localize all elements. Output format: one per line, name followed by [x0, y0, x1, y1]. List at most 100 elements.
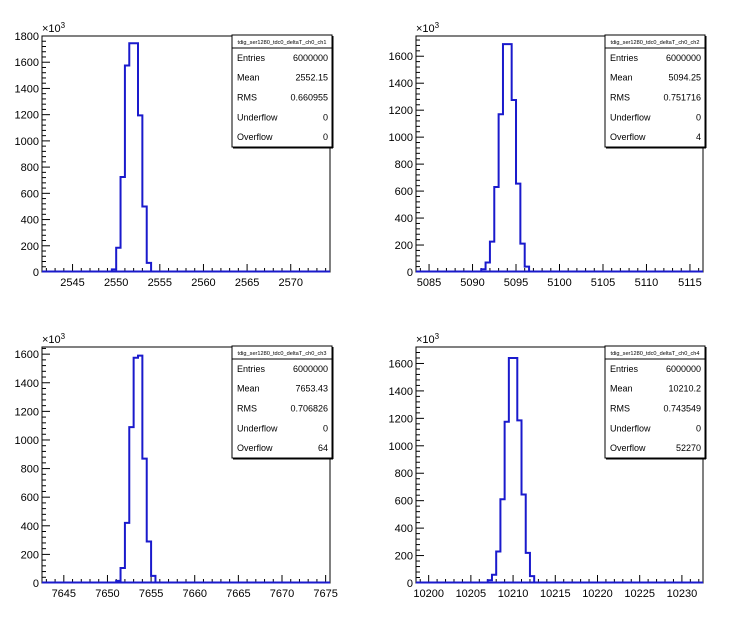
histogram-bin	[134, 358, 138, 583]
y-tick-label: 1200	[15, 110, 39, 122]
stats-label: Overflow	[610, 443, 646, 453]
y-tick-label: 0	[407, 578, 413, 590]
histogram-bin	[500, 499, 504, 583]
stats-box-frame	[231, 34, 333, 148]
x-tick-label: 2565	[235, 277, 259, 289]
stats-value: 0.751716	[663, 93, 701, 103]
y-tick-label: 600	[21, 188, 39, 200]
y-tick-label: 1400	[389, 386, 413, 398]
y-tick-label: 1000	[15, 435, 39, 447]
y-tick-label: 600	[395, 186, 413, 198]
stats-label: Underflow	[237, 423, 278, 433]
x-tick-label: 2545	[60, 277, 84, 289]
histogram-bin	[121, 177, 125, 272]
histogram-bin	[125, 66, 129, 273]
histogram-bin	[509, 358, 513, 583]
y-tick-label: 1600	[15, 57, 39, 69]
histogram-bin	[116, 248, 120, 272]
x-tick-label: 10225	[624, 588, 655, 600]
x-tick-label: 5100	[547, 277, 571, 289]
x-tick-label: 10230	[667, 588, 698, 600]
stats-value: 0	[323, 132, 328, 142]
x-tick-label: 10220	[582, 588, 613, 600]
stats-value: 5094.25	[668, 73, 701, 83]
y-tick-label: 1800	[15, 31, 39, 43]
stats-value: 0	[696, 423, 701, 433]
stats-label: RMS	[237, 93, 257, 103]
stats-label: Entries	[610, 364, 639, 374]
x-tick-label: 10205	[456, 588, 487, 600]
stats-value: 7653.43	[295, 384, 328, 394]
stats-value: 6000000	[293, 364, 328, 374]
stats-title: tdig_ser1280_tdc0_deltaT_ch0_ch3	[238, 351, 327, 357]
histogram-bin	[129, 427, 133, 583]
x-tick-label: 7665	[226, 588, 250, 600]
histogram-bin	[486, 263, 490, 272]
histogram-bin	[121, 568, 125, 583]
stats-value: 0	[323, 112, 328, 122]
stats-value: 2552.15	[295, 73, 328, 83]
stats-title: tdig_ser1280_tdc0_deltaT_ch0_ch4	[611, 351, 700, 357]
y-tick-label: 400	[395, 213, 413, 225]
y-exponent-label: ×103	[42, 21, 66, 35]
y-exponent-label: ×103	[416, 21, 440, 35]
histogram-line	[480, 43, 531, 272]
y-tick-label: 800	[395, 468, 413, 480]
stats-label: Mean	[610, 73, 633, 83]
y-tick-label: 1600	[389, 358, 413, 370]
x-tick-label: 7650	[95, 588, 119, 600]
stats-label: Mean	[237, 384, 260, 394]
stats-label: Overflow	[237, 443, 273, 453]
y-tick-label: 600	[21, 492, 39, 504]
y-tick-label: 1400	[389, 78, 413, 90]
stats-value: 6000000	[666, 364, 701, 374]
y-tick-label: 800	[21, 464, 39, 476]
x-tick-label: 5105	[591, 277, 615, 289]
histogram-pad-3: 7645 7650 7655 7660 7665 7670 7675 0 200 400 600 80…	[15, 332, 338, 600]
x-tick-label: 10210	[498, 588, 529, 600]
histogram-bin	[499, 114, 503, 272]
histogram-bin	[147, 263, 151, 272]
histogram-line	[110, 42, 153, 272]
y-tick-label: 1200	[389, 413, 413, 425]
histogram-bin	[134, 43, 138, 272]
y-tick-label: 1000	[389, 441, 413, 453]
histogram-bin	[138, 356, 142, 583]
y-tick-label: 600	[395, 496, 413, 508]
y-exponent-label: ×103	[42, 332, 66, 346]
stats-value: 0.706826	[290, 404, 328, 414]
stats-title: tdig_ser1280_tdc0_deltaT_ch0_ch1	[238, 40, 327, 46]
stats-label: Overflow	[237, 132, 273, 142]
stats-value: 4	[696, 132, 701, 142]
y-tick-label: 200	[395, 240, 413, 252]
stats-label: RMS	[610, 404, 630, 414]
histogram-bin	[151, 576, 155, 583]
histogram-bin	[520, 244, 524, 272]
histogram-bin	[496, 551, 500, 583]
y-tick-label: 400	[21, 215, 39, 227]
y-tick-label: 1600	[389, 51, 413, 63]
stats-label: RMS	[610, 93, 630, 103]
x-tick-label: 10200	[413, 588, 444, 600]
y-exponent-label: ×103	[416, 332, 440, 346]
histogram-bin	[116, 581, 120, 583]
stats-title: tdig_ser1280_tdc0_deltaT_ch0_ch2	[611, 40, 700, 46]
x-tick-label: 7645	[52, 588, 76, 600]
x-tick-label: 2550	[104, 277, 128, 289]
histogram-bin	[505, 422, 509, 583]
histogram-bin	[147, 542, 151, 583]
histogram-bin	[492, 575, 496, 583]
y-tick-label: 1200	[15, 406, 39, 418]
stats-value: 0	[323, 423, 328, 433]
y-tick-label: 0	[33, 267, 39, 279]
x-tick-label: 2570	[278, 277, 302, 289]
y-tick-label: 1600	[15, 349, 39, 361]
stats-box: tdig_ser1280_tdc0_deltaT_ch0_ch4 Entries 6…	[604, 345, 707, 460]
x-tick-label: 7670	[270, 588, 294, 600]
x-tick-label: 2560	[191, 277, 215, 289]
x-tick-label: 7660	[182, 588, 206, 600]
y-tick-label: 400	[395, 523, 413, 535]
stats-box: tdig_ser1280_tdc0_deltaT_ch0_ch1 Entries 6…	[231, 34, 334, 149]
stats-label: RMS	[237, 404, 257, 414]
